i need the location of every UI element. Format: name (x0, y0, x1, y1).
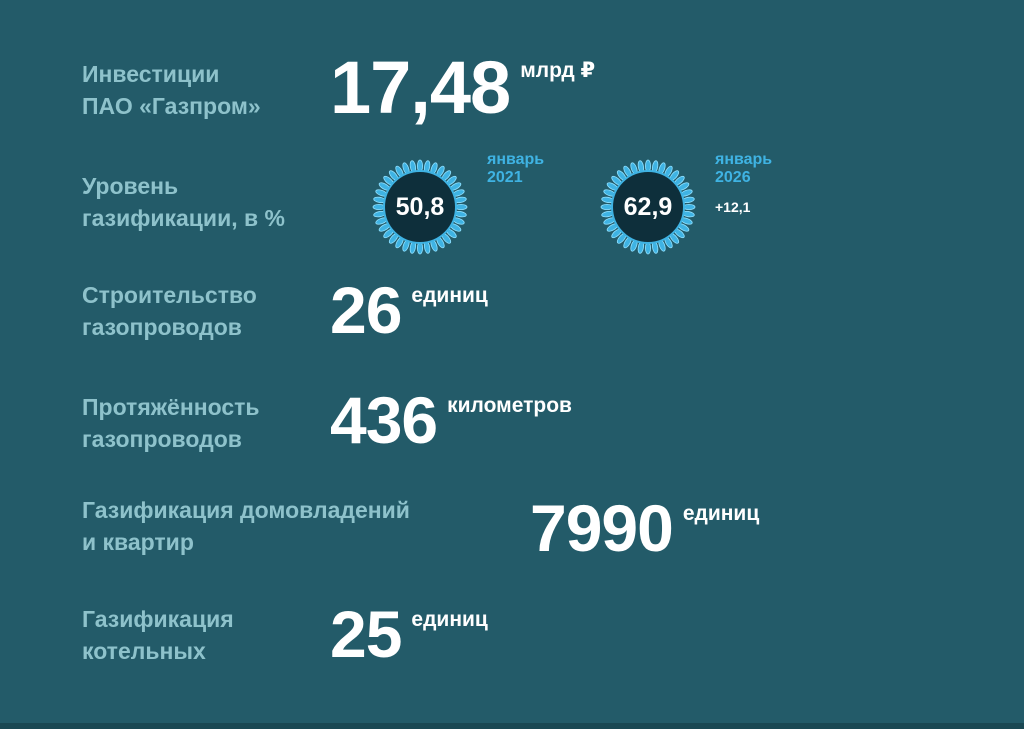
investments-row: 17,48 млрд ₽ (330, 46, 595, 130)
boilers-value: 25 (330, 597, 402, 671)
gasification-2026-value: 62,9 (623, 193, 673, 221)
burner-disc (383, 170, 457, 244)
gas-burner-icon-2026: 62,9 (598, 157, 698, 257)
gasification-2021-date: январь 2021 (487, 151, 545, 186)
pipelines-built-label: Строительство газопроводов (82, 282, 257, 340)
boilers-unit: единиц (411, 608, 488, 631)
pipelines-length-row: 436 километров (330, 382, 572, 458)
gasification-2026-date: январь 2026 (715, 151, 773, 186)
homes-value: 7990 (530, 491, 674, 565)
pipelines-built-unit: единиц (411, 284, 488, 307)
pipelines-built-row: 26 единиц (330, 272, 488, 348)
pipelines-built-value: 26 (330, 273, 402, 347)
pipelines-length-value: 436 (330, 383, 438, 457)
boilers-row: 25 единиц (330, 596, 488, 672)
gasification-delta: +12,1 (715, 199, 751, 215)
gasification-level-label: Уровень газификации, в % (82, 173, 285, 231)
gasification-2021-value: 50,8 (395, 193, 445, 221)
burner-disc (611, 170, 685, 244)
pipelines-length-unit: километров (447, 394, 572, 417)
homes-label: Газификация домовладений и квартир (82, 497, 410, 555)
investments-value: 17,48 (330, 46, 511, 129)
pipelines-length-label: Протяжённость газопроводов (82, 394, 260, 452)
homes-unit: единиц (682, 502, 760, 525)
investments-unit: млрд ₽ (520, 59, 596, 82)
homes-row: 7990 единиц (530, 490, 759, 566)
boilers-label: Газификация котельных (82, 606, 234, 664)
gas-burner-icon-2021: 50,8 (370, 157, 470, 257)
investments-label: Инвестиции ПАО «Газпром» (82, 61, 261, 119)
